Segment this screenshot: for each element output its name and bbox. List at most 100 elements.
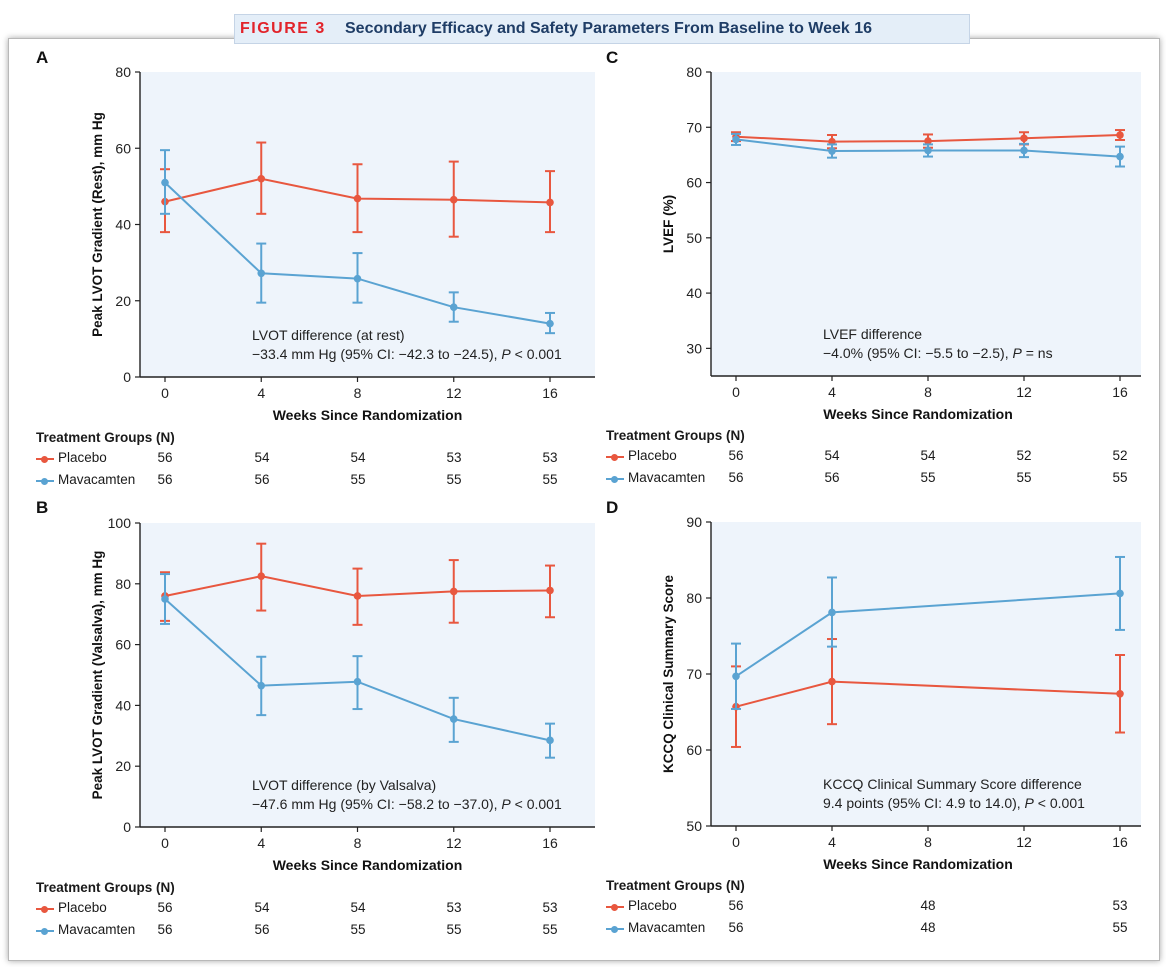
data-point (828, 147, 836, 155)
n-table-value: 54 (350, 900, 366, 915)
n-table-heading: Treatment Groups (N) (606, 428, 745, 443)
legend-marker (611, 453, 618, 461)
data-point (1116, 589, 1124, 598)
panel-letter-d: D (606, 498, 619, 517)
n-table-value: 54 (824, 448, 840, 463)
x-tick-label: 8 (924, 384, 932, 400)
n-table-value: 53 (1112, 898, 1128, 913)
data-point (546, 198, 554, 207)
data-point (449, 303, 458, 312)
y-tick-label: 0 (123, 819, 131, 835)
n-table-value: 56 (157, 900, 173, 915)
x-tick-label: 4 (257, 835, 265, 851)
data-point (546, 319, 554, 328)
n-table-value: 56 (157, 472, 173, 487)
panel-letter-c: C (606, 48, 619, 67)
data-point (161, 595, 169, 603)
plot-area (711, 522, 1141, 826)
n-table-value: 55 (446, 922, 462, 937)
data-point (257, 681, 266, 690)
n-table-row-label: Mavacamten (628, 920, 706, 935)
x-axis-label: Weeks Since Randomization (823, 856, 1013, 872)
plot-area (140, 72, 595, 377)
y-tick-label: 20 (115, 758, 131, 774)
y-tick-label: 30 (686, 340, 702, 356)
x-tick-label: 16 (542, 385, 558, 401)
x-tick-label: 0 (732, 384, 740, 400)
x-tick-label: 16 (1112, 834, 1128, 850)
x-axis-label: Weeks Since Randomization (273, 407, 463, 423)
n-table-value: 56 (728, 470, 744, 485)
n-table-value: 52 (1016, 448, 1032, 463)
figure-label: FIGURE 3 (240, 20, 326, 37)
panel-d: 50 60 70 80 90 0 4 8 12 16 Weeks Since Randomizati… (661, 514, 1141, 872)
data-point (1116, 689, 1124, 698)
x-tick-label: 4 (828, 384, 836, 400)
annotation-line-2: 9.4 points (95% CI: 4.9 to 14.0), P < 0.… (823, 795, 1085, 811)
series-mavacamten (731, 132, 1125, 168)
n-table-value: 53 (446, 450, 462, 465)
n-table-value: 55 (542, 922, 558, 937)
data-point (546, 586, 554, 595)
n-table-row-label: Mavacamten (628, 470, 706, 485)
annotation-line-1: LVOT difference (by Valsalva) (252, 777, 436, 793)
data-point (1020, 134, 1028, 143)
panel-letter-b: B (36, 498, 49, 517)
x-tick-label: 0 (732, 834, 740, 850)
y-tick-label: 60 (686, 742, 702, 758)
n-table-value: 56 (157, 450, 173, 465)
n-table-row-label: Mavacamten (58, 472, 136, 487)
y-tick-label: 50 (686, 818, 702, 834)
data-point (449, 195, 458, 204)
panel-a: 0 20 40 60 80 0 4 8 12 16 Weeks Since Randomizatio… (90, 64, 595, 423)
x-tick-label: 16 (542, 835, 558, 851)
x-tick-label: 4 (828, 834, 836, 850)
data-point (732, 135, 740, 144)
n-table-heading: Treatment Groups (N) (36, 430, 175, 445)
data-point (1020, 146, 1028, 155)
series-mavacamten (731, 555, 1125, 710)
x-tick-label: 8 (924, 834, 932, 850)
n-table-value: 56 (728, 920, 744, 935)
y-tick-label: 100 (108, 515, 132, 531)
x-tick-label: 0 (161, 385, 169, 401)
data-point (828, 608, 836, 617)
data-point (732, 672, 740, 681)
plot-area (140, 523, 595, 827)
series-placebo (731, 129, 1125, 150)
n-table-value: 55 (542, 472, 558, 487)
n-table-heading: Treatment Groups (N) (606, 878, 745, 893)
n-table-value: 55 (1016, 470, 1032, 485)
n-table-row-label: Placebo (628, 448, 677, 463)
y-tick-label: 80 (686, 590, 702, 606)
n-table-value: 55 (350, 472, 366, 487)
x-tick-label: 12 (1016, 384, 1032, 400)
data-point (257, 174, 266, 183)
n-table-value: 55 (350, 922, 366, 937)
legend-marker (611, 903, 618, 911)
data-point (353, 274, 362, 283)
y-tick-label: 40 (115, 697, 131, 713)
data-point (924, 137, 932, 145)
y-tick-label: 60 (115, 637, 131, 653)
n-table-row-label: Placebo (58, 900, 107, 915)
y-tick-label: 80 (686, 64, 702, 80)
n-table-value: 55 (446, 472, 462, 487)
x-tick-label: 8 (354, 385, 362, 401)
legend-marker (611, 475, 618, 483)
series-mavacamten (160, 573, 555, 759)
series-placebo (160, 141, 555, 238)
y-axis-label: Peak LVOT Gradient (Rest), mm Hg (90, 112, 105, 337)
data-point (353, 592, 362, 600)
y-tick-label: 0 (123, 369, 131, 385)
y-tick-label: 70 (686, 119, 702, 135)
plot-area (711, 72, 1141, 376)
y-axis-label: KCCQ Clinical Summary Score (661, 574, 676, 773)
n-table-value: 54 (920, 448, 936, 463)
y-tick-label: 70 (686, 666, 702, 682)
data-point (1116, 131, 1124, 139)
x-tick-label: 8 (354, 835, 362, 851)
n-table-value: 52 (1112, 448, 1128, 463)
data-point (546, 736, 554, 745)
y-tick-label: 80 (115, 576, 131, 592)
